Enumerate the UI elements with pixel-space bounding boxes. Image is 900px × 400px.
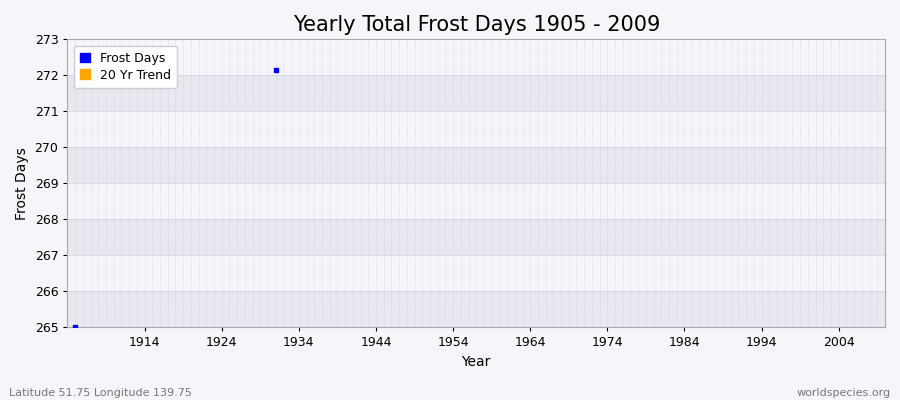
X-axis label: Year: Year xyxy=(462,355,490,369)
Bar xyxy=(68,292,885,328)
Bar xyxy=(68,255,885,292)
Bar xyxy=(68,39,885,75)
Bar xyxy=(68,219,885,255)
Bar xyxy=(68,111,885,147)
Bar xyxy=(68,75,885,111)
Text: Latitude 51.75 Longitude 139.75: Latitude 51.75 Longitude 139.75 xyxy=(9,388,192,398)
Bar xyxy=(68,147,885,183)
Y-axis label: Frost Days: Frost Days xyxy=(15,147,29,220)
Bar xyxy=(68,183,885,219)
Text: worldspecies.org: worldspecies.org xyxy=(796,388,891,398)
Legend: Frost Days, 20 Yr Trend: Frost Days, 20 Yr Trend xyxy=(74,46,177,88)
Title: Yearly Total Frost Days 1905 - 2009: Yearly Total Frost Days 1905 - 2009 xyxy=(292,15,660,35)
